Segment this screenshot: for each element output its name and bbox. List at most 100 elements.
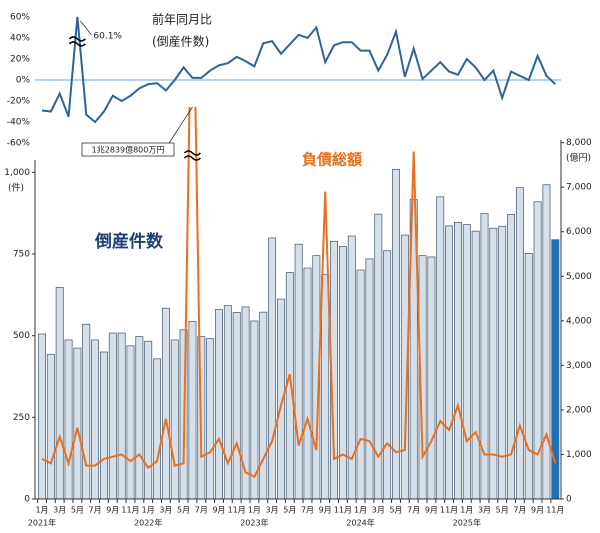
year-label: 2021年 [28,518,56,528]
y-axis-label: (件) [8,182,24,194]
bar [232,312,241,500]
y-tick-label: 1,000 [4,168,30,178]
y2-tick-label: 2,000 [566,405,592,415]
x-tick-label: 11月 [440,506,458,515]
y2-tick-label: 8,000 [566,138,592,148]
x-tick-label: 1月 [354,506,367,515]
x-tick-label: 9月 [212,506,225,515]
x-tick-label: 3月 [266,506,279,515]
x-tick-label: 5月 [389,506,402,515]
y-tick-label: 750 [13,250,30,260]
x-tick-label: 1月 [460,506,473,515]
label-box [81,142,175,157]
bar [99,351,108,500]
y-tick-label: 250 [13,413,30,423]
x-tick-label: 1月 [248,506,261,515]
year-label: 2025年 [453,518,481,528]
y2-tick-label: 7,000 [566,183,592,193]
y2-tick-label: 6,000 [566,227,592,237]
bar [462,224,471,500]
x-tick-label: 1月 [142,506,155,515]
bar [117,332,126,500]
y-tick-label: -40% [7,118,31,128]
bar [38,333,46,500]
year-label: 2022年 [134,518,162,528]
bar [515,187,524,500]
x-tick-label: 7月 [407,506,420,515]
y2-tick-label: 4,000 [566,316,592,326]
bar [471,230,480,500]
x-tick-label: 3月 [159,506,172,515]
series-label: 倒産件数 [94,231,164,252]
bar [436,196,445,500]
y-tick-label: 0 [24,495,30,505]
x-tick-label: 11月 [334,506,352,515]
axis-break [183,150,201,161]
x-tick-label: 9月 [531,506,544,515]
x-tick-label: 7月 [195,506,208,515]
bar [498,225,507,500]
y-tick-label: 500 [13,331,30,341]
bar [64,339,73,500]
label-leader [80,20,92,36]
main-panel: 0 250 500 750 1,000 0 1,000 2,000 3,000 4,000 5,00… [4,106,592,528]
y-tick-label: 20% [10,55,30,65]
bar [356,269,365,500]
y2-tick-label: 5,000 [566,272,592,282]
x-tick-label: 7月 [301,506,314,515]
y2-tick-label: 0 [566,495,572,505]
data-line [41,107,557,479]
y-tick-label: 60% [10,13,30,23]
x-tick-label: 3月 [372,506,385,515]
x-tick-label: 9月 [319,506,332,515]
bar [108,332,117,500]
bar [454,221,462,500]
label-leader [168,106,193,145]
bar [542,184,551,500]
bar [161,307,170,500]
yoy-title: 前年同月比 [152,12,212,27]
x-tick-label: 11月 [228,506,246,515]
x-tick-label: 7月 [89,506,102,515]
bar [268,237,277,500]
series-label: 負債総額 [302,151,362,169]
x-tick-label: 5月 [283,506,296,515]
x-tick-label: 9月 [425,506,438,515]
bar [480,213,489,500]
bar [507,214,516,500]
bar [365,258,374,500]
x-tick-label: 7月 [513,506,526,515]
bar [383,250,392,500]
y2-tick-label: 3,000 [566,361,592,371]
x-tick-label: 11月 [121,506,139,515]
x-tick-label: 1月 [35,506,48,515]
bar [427,256,436,500]
y-tick-label: -60% [7,139,31,149]
y-tick-label: -20% [7,97,31,107]
x-tick-label: 9月 [106,506,119,515]
data-label: 60.1% [93,31,122,41]
bar [153,358,161,500]
yoy-panel: 60% 40% 20% 0% -20% -40% -60% 60.1% [7,13,561,149]
x-tick-label: 5月 [496,506,509,515]
bar [259,311,268,500]
bar [170,339,179,500]
y2-tick-label: 1,000 [566,450,592,460]
x-tick-label: 5月 [71,506,84,515]
x-tick-label: 3月 [53,506,66,515]
y-tick-label: 0% [16,76,31,86]
data-line [41,16,556,124]
bar [303,267,312,500]
bar [206,338,215,500]
bar [294,243,303,500]
x-tick-label: 5月 [177,506,190,515]
bar [55,286,64,500]
bar [489,227,498,500]
bar [73,347,82,500]
bar [321,274,330,500]
bar [46,353,55,500]
bar [215,309,223,500]
bar [126,345,135,500]
bar [223,305,232,500]
x-tick-label: 3月 [478,506,491,515]
